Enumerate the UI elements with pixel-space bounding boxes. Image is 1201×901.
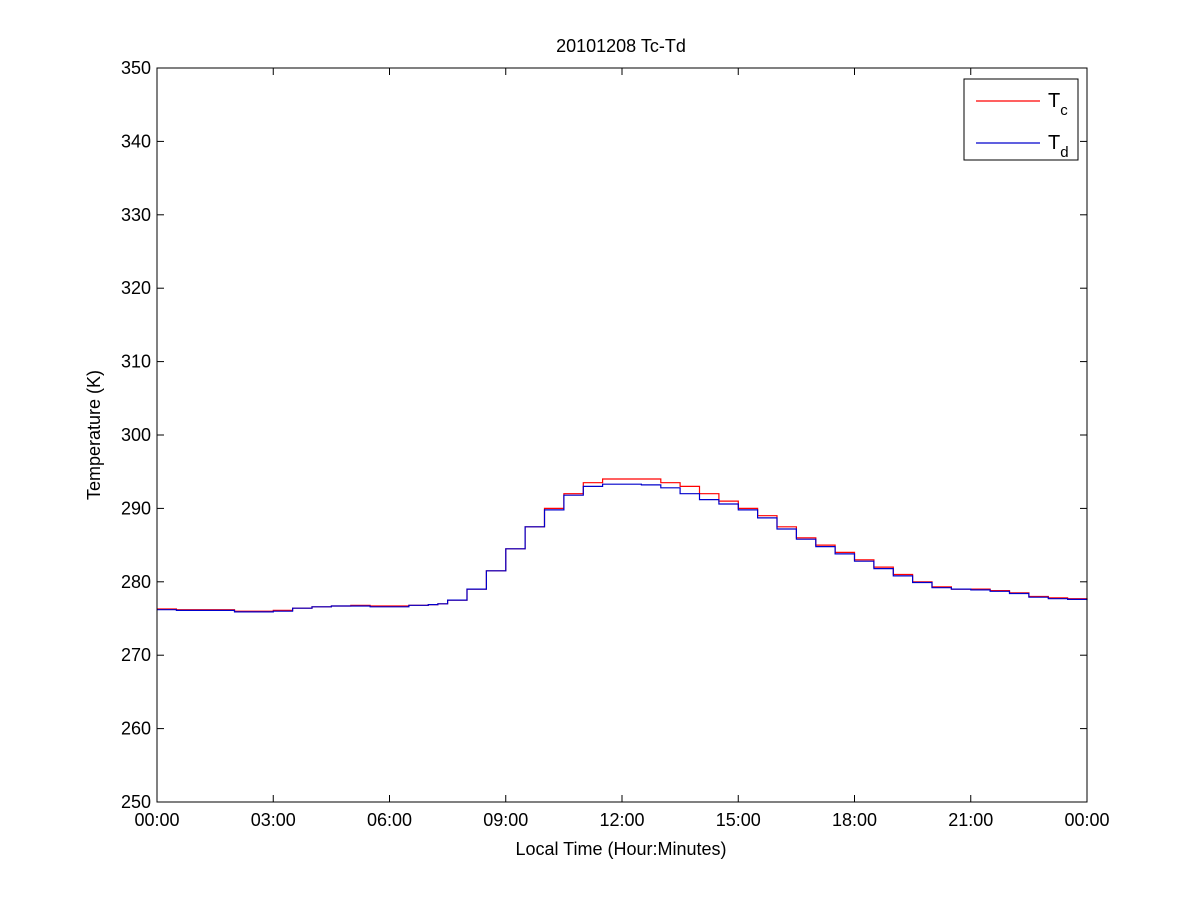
x-tick-label: 12:00 xyxy=(599,810,644,830)
y-tick-label: 320 xyxy=(121,278,151,298)
y-tick-label: 260 xyxy=(121,719,151,739)
legend-label-main: T xyxy=(1048,132,1060,154)
legend-box xyxy=(963,78,1079,161)
x-axis-label: Local Time (Hour:Minutes) xyxy=(515,839,726,859)
chart-title: 20101208 Tc-Td xyxy=(556,36,686,56)
legend-label: Td xyxy=(1048,132,1069,161)
x-tick-label: 15:00 xyxy=(716,810,761,830)
x-tick-label: 00:00 xyxy=(1064,810,1109,830)
x-tick-label: 21:00 xyxy=(948,810,993,830)
y-tick-label: 250 xyxy=(121,792,151,812)
y-tick-label: 340 xyxy=(121,131,151,151)
plot-area-frame xyxy=(156,67,1088,803)
x-tick-label: 09:00 xyxy=(483,810,528,830)
x-tick-label: 18:00 xyxy=(832,810,877,830)
y-tick-label: 280 xyxy=(121,572,151,592)
legend-label-subscript: c xyxy=(1060,102,1068,119)
y-tick-label: 270 xyxy=(121,645,151,665)
y-tick-label: 350 xyxy=(121,58,151,78)
legend-label-main: T xyxy=(1048,90,1060,112)
legend-label: Tc xyxy=(1048,90,1068,119)
y-tick-label: 290 xyxy=(121,498,151,518)
y-axis-label: Temperature (K) xyxy=(84,370,104,500)
y-tick-label: 310 xyxy=(121,352,151,372)
series-line-Td xyxy=(157,483,1088,613)
y-tick-label: 330 xyxy=(121,205,151,225)
legend-label-subscript: d xyxy=(1060,144,1068,161)
y-tick-label: 300 xyxy=(121,425,151,445)
x-tick-label: 03:00 xyxy=(251,810,296,830)
plot-lines xyxy=(157,478,1088,613)
x-tick-label: 06:00 xyxy=(367,810,412,830)
x-tick-label: 00:00 xyxy=(134,810,179,830)
axis-ticks: 00:00 03:00 06:00 09:00 12:00 15:00 18:00 21:00… xyxy=(121,58,1110,830)
